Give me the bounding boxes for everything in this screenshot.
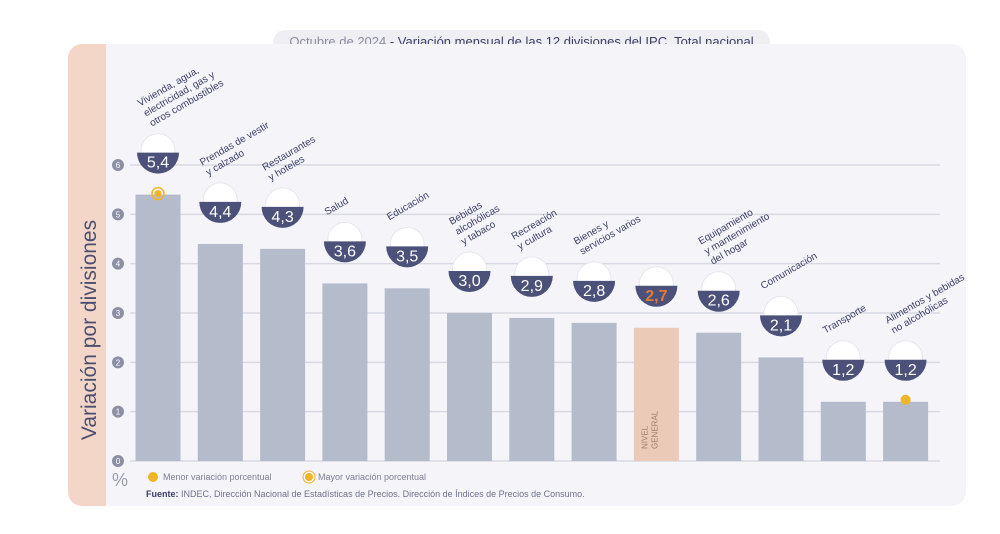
value-badge <box>323 241 366 263</box>
category-label: Transporte <box>821 303 868 337</box>
general-label: GENERAL <box>650 410 659 449</box>
y-tick-label: 1 <box>116 408 121 417</box>
bar <box>260 248 306 461</box>
bar <box>509 317 555 461</box>
y-tick-label: 5 <box>116 210 121 219</box>
bar <box>384 288 430 461</box>
bar <box>571 322 617 461</box>
min-marker-icon <box>148 472 158 482</box>
y-tick-badge <box>112 307 124 319</box>
category-label: Educación <box>385 190 431 223</box>
value-badge <box>510 275 553 297</box>
side-strip <box>68 44 106 506</box>
value-badge <box>137 152 179 174</box>
y-tick-badge <box>112 455 124 467</box>
category-label: Comunicación <box>759 251 819 292</box>
max-marker-dot <box>154 190 162 198</box>
value-badge <box>573 280 616 302</box>
bar <box>135 194 181 461</box>
max-marker <box>151 186 165 201</box>
y-tick-badge <box>112 405 124 418</box>
value-badge <box>635 285 678 307</box>
legend-min: Menor variación porcentual <box>148 472 272 482</box>
bar <box>197 243 243 461</box>
value-label: 3,6 <box>334 243 356 260</box>
y-tick-badge <box>112 208 124 221</box>
value-badge <box>199 201 242 223</box>
general-label: NIVEL <box>640 425 649 449</box>
value-label: 3,0 <box>458 273 480 290</box>
value-badge <box>386 246 429 268</box>
bar <box>696 332 742 461</box>
bar <box>820 401 866 461</box>
value-badge <box>261 206 304 228</box>
value-label: 2,7 <box>645 288 667 305</box>
bar <box>883 401 929 461</box>
general-bar <box>633 327 679 461</box>
value-label: 1,2 <box>832 362 854 379</box>
y-tick-badge <box>112 257 124 270</box>
y-tick-label: 2 <box>116 358 121 367</box>
legend-max: Mayor variación porcentual <box>305 472 426 482</box>
value-label: 2,6 <box>708 293 730 310</box>
value-badge <box>884 359 927 381</box>
y-tick-label: 0 <box>116 457 121 466</box>
value-label: 4,3 <box>271 209 293 226</box>
value-badge <box>448 271 491 292</box>
bar <box>447 313 492 461</box>
y-tick-label: 4 <box>116 260 121 269</box>
y-tick-badge <box>112 356 124 369</box>
value-label: 3,5 <box>396 248 418 265</box>
value-label: 1,2 <box>894 362 916 379</box>
source-note: Fuente: INDEC, Dirección Nacional de Est… <box>146 489 585 499</box>
value-label: 2,1 <box>770 317 792 334</box>
bar <box>322 283 368 461</box>
y-unit: % <box>112 470 129 490</box>
value-label: 2,8 <box>583 283 605 300</box>
value-badge <box>760 315 802 337</box>
value-label: 5,4 <box>147 155 169 172</box>
value-label: 2,9 <box>521 278 543 295</box>
y-tick-badge <box>112 159 124 171</box>
y-tick-label: 3 <box>116 309 121 318</box>
y-tick-label: 6 <box>116 161 121 170</box>
value-label: 4,4 <box>209 204 231 221</box>
min-marker <box>900 394 911 405</box>
value-badge <box>822 359 865 381</box>
bar <box>758 357 804 461</box>
value-badge <box>697 290 740 312</box>
max-marker-icon <box>305 473 313 481</box>
